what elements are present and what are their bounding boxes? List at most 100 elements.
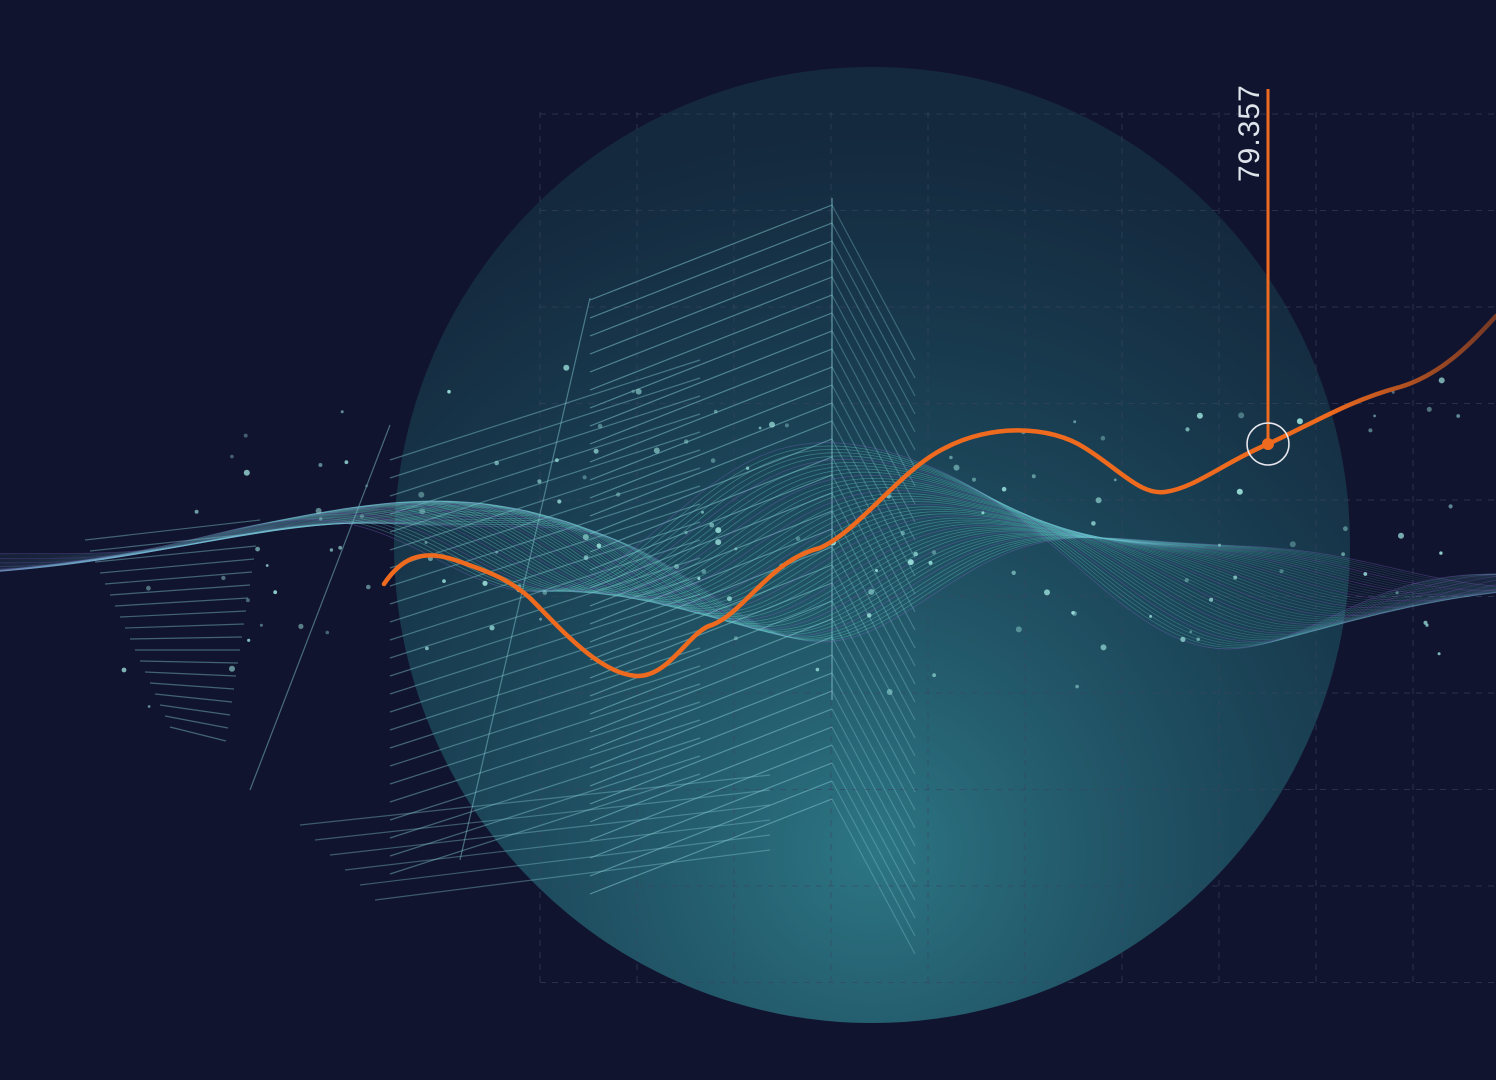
particle-dot xyxy=(1180,636,1186,643)
building-slat xyxy=(589,258,833,355)
building-slat xyxy=(589,636,833,733)
building-slat xyxy=(389,701,701,803)
particle-dot xyxy=(1373,414,1376,418)
particle-dot xyxy=(442,579,446,583)
particle-dots xyxy=(121,364,1461,708)
building-slat xyxy=(389,683,701,785)
particle-dot xyxy=(419,508,426,515)
building-slat xyxy=(831,258,916,415)
particle-dot xyxy=(418,491,425,498)
building-slat xyxy=(831,762,916,919)
particle-dot xyxy=(733,636,738,641)
building-slat xyxy=(589,204,833,301)
particle-dot xyxy=(709,522,715,528)
building-slat xyxy=(589,690,833,787)
building-slat xyxy=(119,610,247,618)
particle-dot xyxy=(593,448,599,454)
particle-dot xyxy=(221,575,226,581)
building-slat xyxy=(831,204,916,361)
building-slat xyxy=(389,593,701,695)
particle-dot xyxy=(447,389,451,394)
particle-dot xyxy=(1095,497,1102,504)
particle-dot xyxy=(1196,637,1200,642)
wave-line xyxy=(0,487,1496,627)
particle-dot xyxy=(1289,541,1296,548)
building-slat xyxy=(831,222,916,379)
particle-dot xyxy=(900,530,905,536)
building-slat xyxy=(389,629,701,731)
building-slat xyxy=(389,503,701,605)
particle-dot xyxy=(1184,578,1189,583)
building-slat xyxy=(831,744,916,901)
particle-dot xyxy=(949,455,953,460)
particle-dot xyxy=(684,530,688,535)
wave-line xyxy=(0,484,1496,629)
particle-dot xyxy=(715,539,722,546)
building-slat xyxy=(831,312,916,469)
building-slat xyxy=(589,402,833,499)
particle-dot xyxy=(147,705,151,708)
building-slat xyxy=(831,384,916,541)
particle-dot xyxy=(713,409,718,414)
particle-dot xyxy=(1456,414,1461,418)
particle-dot xyxy=(815,667,820,672)
building-slat xyxy=(589,510,833,607)
building-slat xyxy=(589,492,833,589)
particle-dot xyxy=(1073,420,1077,424)
particle-dot xyxy=(1426,406,1432,412)
particle-dot xyxy=(365,484,368,488)
building-slat xyxy=(831,456,916,613)
building-slat xyxy=(129,636,243,640)
particle-dot xyxy=(1395,591,1399,595)
particle-dot xyxy=(542,590,548,595)
marker-value-label: 79.357 xyxy=(1233,84,1266,182)
wave-line xyxy=(0,490,1496,625)
building-edge xyxy=(249,424,391,791)
particle-dot xyxy=(243,433,248,438)
building-wireframe xyxy=(84,198,916,955)
particle-dot xyxy=(273,590,278,595)
particle-dot xyxy=(563,364,570,371)
particle-dot xyxy=(875,569,878,572)
building-slat xyxy=(589,762,833,859)
trend-line xyxy=(381,313,1496,679)
particle-dot xyxy=(325,630,330,635)
building-slat xyxy=(831,294,916,451)
particle-dot xyxy=(1100,644,1107,651)
particle-dot xyxy=(710,458,716,463)
building-slat xyxy=(589,798,833,895)
particle-dot xyxy=(359,514,365,519)
particle-dot xyxy=(1279,569,1284,574)
particle-dot xyxy=(318,463,323,467)
particle-dot xyxy=(1189,630,1193,634)
particle-dot xyxy=(1113,478,1117,482)
particle-dot xyxy=(329,548,334,552)
particle-dot xyxy=(1448,504,1453,509)
particle-dot xyxy=(697,577,701,580)
building-slat xyxy=(831,492,916,649)
particle-dot xyxy=(1071,611,1075,615)
particle-dot xyxy=(631,389,635,394)
building-slat xyxy=(144,671,237,677)
building-edge xyxy=(459,297,591,861)
particle-dot xyxy=(344,460,349,465)
building-slat xyxy=(329,804,771,856)
particle-dot xyxy=(245,598,250,603)
building-slat xyxy=(344,819,771,871)
particle-dot xyxy=(931,550,937,555)
wave-line xyxy=(0,493,1496,624)
particle-dot xyxy=(582,475,587,480)
building-slat xyxy=(589,708,833,805)
building-slat xyxy=(169,726,227,742)
particle-dot xyxy=(953,464,960,471)
particle-dot xyxy=(1363,572,1368,576)
building-slat xyxy=(589,222,833,319)
particle-dot xyxy=(784,423,789,428)
particle-dot xyxy=(769,421,775,428)
building-slat xyxy=(389,413,701,515)
particle-dot xyxy=(1439,551,1443,555)
building-slat xyxy=(831,708,916,865)
wave-line xyxy=(0,474,1496,634)
building-slat xyxy=(389,611,701,713)
particle-dot xyxy=(247,638,251,642)
